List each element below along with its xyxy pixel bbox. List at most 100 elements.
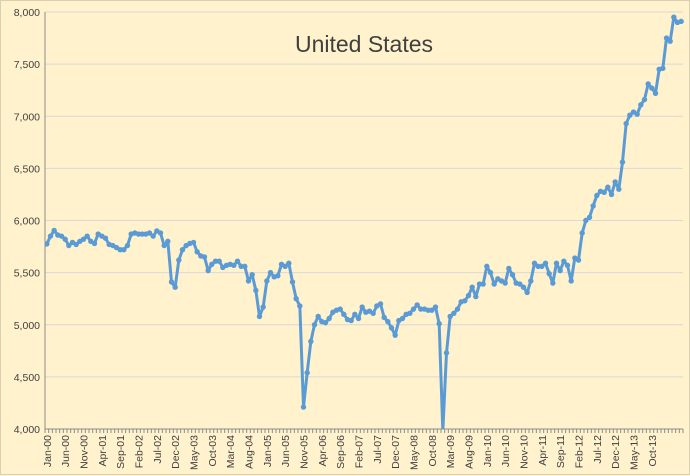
data-point (605, 184, 611, 190)
data-point (671, 14, 677, 20)
data-point (348, 317, 354, 324)
data-point (168, 279, 175, 285)
data-point (231, 262, 237, 269)
data-point (462, 298, 468, 304)
x-axis-ticks: Jan-00 Jun-00 Nov-00 Apr-01 Sep-01 Feb-02 Jul-… (42, 435, 659, 470)
data-point (465, 292, 472, 299)
data-point (660, 65, 666, 72)
data-point (73, 241, 79, 248)
data-point (436, 321, 442, 327)
axes (44, 12, 684, 433)
data-point (451, 310, 457, 316)
data-point (469, 284, 475, 290)
data-point (473, 293, 479, 300)
chart-title: United States (295, 31, 433, 57)
data-point (517, 281, 523, 287)
data-point (359, 304, 365, 310)
x-tick-label: May-08 (409, 435, 421, 470)
x-tick-label: Sep-01 (115, 435, 127, 469)
data-point (506, 265, 512, 272)
data-point (454, 306, 461, 312)
data-point (286, 260, 292, 266)
data-point (326, 315, 332, 322)
y-tick-label: 4,000 (14, 424, 40, 436)
data-point (256, 313, 263, 320)
x-tick-label: Oct-08 (427, 435, 439, 467)
data-point (616, 186, 622, 192)
data-point (45, 241, 50, 247)
x-tick-label: Jul-12 (592, 435, 604, 464)
data-point (47, 233, 54, 239)
data-point (289, 279, 296, 285)
y-tick-label: 4,500 (14, 372, 40, 384)
data-point (242, 263, 248, 270)
x-tick-label: Dec-02 (170, 435, 182, 469)
y-tick-label: 7,000 (14, 111, 40, 123)
data-point (623, 120, 629, 127)
x-tick-label: Jul-07 (372, 435, 384, 464)
x-tick-label: Oct-03 (207, 435, 219, 467)
data-point (594, 192, 600, 199)
data-point (161, 242, 167, 249)
y-tick-label: 7,500 (14, 59, 40, 71)
data-point (297, 303, 303, 309)
x-tick-label: Jun-00 (60, 435, 72, 467)
data-point (579, 230, 585, 236)
data-point (443, 350, 450, 356)
data-point (370, 310, 376, 316)
data-point (663, 35, 670, 41)
data-point (124, 242, 131, 249)
data-point (121, 246, 127, 253)
data-point (667, 38, 673, 44)
x-tick-label: Aug-04 (244, 435, 256, 469)
x-tick-label: Jan-10 (482, 435, 494, 467)
data-point (568, 278, 574, 284)
data-point (205, 267, 211, 274)
series-layer (45, 14, 684, 429)
x-tick-label: Feb-12 (574, 435, 586, 468)
data-point (165, 238, 171, 245)
data-point (399, 315, 406, 322)
data-point (546, 270, 552, 277)
data-point (322, 319, 329, 326)
data-point (300, 404, 307, 410)
data-point (502, 280, 508, 286)
y-tick-label: 8,000 (14, 7, 40, 19)
data-point (190, 239, 197, 246)
data-point (337, 306, 343, 312)
data-point (176, 257, 182, 263)
data-point (583, 217, 589, 224)
data-point (612, 179, 618, 185)
x-tick-label: Feb-02 (134, 435, 146, 468)
data-point (234, 258, 241, 264)
data-point (528, 278, 534, 284)
data-point (355, 315, 362, 322)
y-tick-label: 6,500 (14, 163, 40, 175)
data-point (520, 284, 527, 290)
data-point (304, 370, 310, 376)
data-point (564, 262, 571, 269)
x-tick-label: Jan-05 (262, 435, 274, 467)
x-tick-label: May-13 (629, 435, 641, 470)
data-point (201, 254, 208, 260)
x-tick-label: Sep-06 (335, 435, 347, 469)
data-point (311, 322, 318, 328)
data-point (62, 236, 68, 242)
x-tick-label: Mar-09 (445, 435, 457, 468)
x-tick-label: Apr-06 (317, 435, 329, 467)
data-point (209, 261, 215, 267)
data-point (275, 273, 281, 279)
data-point (194, 249, 200, 255)
data-point (51, 227, 57, 234)
data-point (172, 284, 178, 290)
x-tick-label: Feb-07 (354, 435, 366, 468)
data-point (264, 278, 270, 284)
data-point (550, 280, 556, 286)
data-point (649, 85, 655, 91)
y-tick-label: 5,500 (14, 268, 40, 280)
data-point (524, 289, 530, 296)
data-point (146, 230, 153, 236)
data-point (509, 272, 516, 278)
data-point (392, 332, 398, 338)
